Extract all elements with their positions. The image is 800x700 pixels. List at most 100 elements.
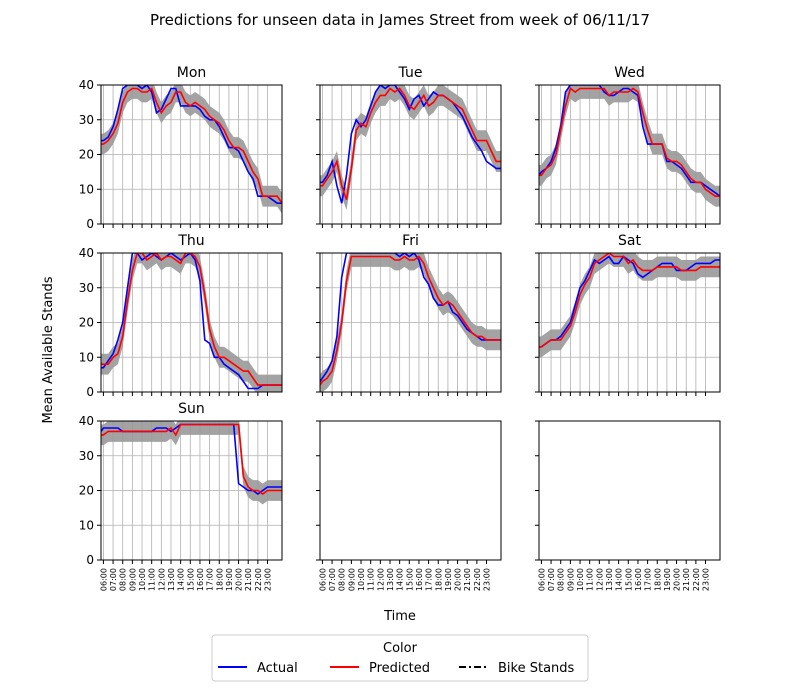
x-tick-label: 20:00 xyxy=(235,568,244,591)
x-tick-label: 15:00 xyxy=(186,568,195,591)
y-tick-label: 0 xyxy=(86,553,94,567)
x-tick-label: 22:00 xyxy=(692,568,701,591)
chart-panels: 0 10 20 30 40 Mon Tue Wed 0 10 20 30 40 Thu Fri Sat 0 10 2… xyxy=(79,65,721,591)
x-tick-label: 13:00 xyxy=(386,568,395,591)
x-tick-label: 10:00 xyxy=(576,568,585,591)
y-tick-label: 40 xyxy=(79,246,94,260)
x-tick-label: 09:00 xyxy=(347,568,356,591)
x-tick-label: 20:00 xyxy=(673,568,682,591)
x-tick-label: 21:00 xyxy=(682,568,691,591)
x-tick-label: 23:00 xyxy=(702,568,711,591)
y-tick-label: 20 xyxy=(79,484,94,498)
panel-tue: Tue xyxy=(316,65,502,228)
legend-entry-predicted: Predicted xyxy=(330,661,430,676)
series-line-predicted xyxy=(539,87,720,197)
x-tick-label: 10:00 xyxy=(138,568,147,591)
y-tick-label: 10 xyxy=(79,518,94,532)
x-tick-label: 23:00 xyxy=(264,568,273,591)
y-tick-label: 20 xyxy=(79,148,94,162)
x-tick-label: 13:00 xyxy=(167,568,176,591)
y-tick-label: 30 xyxy=(79,113,94,127)
prediction-band xyxy=(101,85,282,214)
y-axis-label: Mean Available Stands xyxy=(41,276,56,423)
x-tick-label: 22:00 xyxy=(254,568,263,591)
panel-mon: 0 10 20 30 40 Mon xyxy=(79,65,283,231)
x-tick-label: 16:00 xyxy=(196,568,205,591)
legend-entry-bike-stands: Bike Stands xyxy=(459,661,575,676)
x-tick-label: 17:00 xyxy=(206,568,215,591)
x-tick-label: 08:00 xyxy=(557,568,566,591)
x-tick-label: 17:00 xyxy=(425,568,434,591)
panel-sat: Sat xyxy=(535,233,721,396)
panel-frame xyxy=(538,420,721,561)
x-tick-label: 07:00 xyxy=(328,568,337,591)
x-tick-label: 21:00 xyxy=(463,568,472,591)
x-tick-label: 14:00 xyxy=(396,568,405,591)
y-tick-label: 0 xyxy=(86,385,94,399)
x-tick-label: 06:00 xyxy=(318,568,327,591)
panel-title: Thu xyxy=(177,233,204,249)
x-tick-label: 23:00 xyxy=(483,568,492,591)
prediction-band xyxy=(539,85,720,207)
legend-label: Predicted xyxy=(369,661,430,676)
legend-entries: Actual Predicted Bike Stands xyxy=(218,661,575,676)
x-tick-label: 15:00 xyxy=(624,568,633,591)
x-tick-label: 18:00 xyxy=(434,568,443,591)
panel-empty-7: 06:00 07:00 08:00 09:00 10:00 11:00 12:00 13:00… xyxy=(316,420,502,591)
y-tick-label: 30 xyxy=(79,449,94,463)
series-line-predicted xyxy=(539,253,720,348)
x-tick-label: 20:00 xyxy=(454,568,463,591)
x-tick-label: 14:00 xyxy=(615,568,624,591)
x-tick-label: 18:00 xyxy=(215,568,224,591)
y-tick-label: 20 xyxy=(79,316,94,330)
x-tick-label: 18:00 xyxy=(653,568,662,591)
x-tick-label: 06:00 xyxy=(537,568,546,591)
x-tick-label: 09:00 xyxy=(566,568,575,591)
panel-fri: Fri xyxy=(316,233,502,396)
x-tick-label: 10:00 xyxy=(357,568,366,591)
x-tick-label: 17:00 xyxy=(644,568,653,591)
y-tick-label: 10 xyxy=(79,182,94,196)
y-tick-label: 40 xyxy=(79,414,94,428)
x-tick-label: 09:00 xyxy=(128,568,137,591)
y-tick-label: 0 xyxy=(86,217,94,231)
x-tick-label: 12:00 xyxy=(376,568,385,591)
panel-frame xyxy=(319,420,502,561)
x-axis-label: Time xyxy=(383,609,416,624)
y-tick-label: 10 xyxy=(79,350,94,364)
x-tick-label: 19:00 xyxy=(444,568,453,591)
x-tick-label: 11:00 xyxy=(367,568,376,591)
x-tick-label: 08:00 xyxy=(338,568,347,591)
legend-entry-actual: Actual xyxy=(218,661,298,676)
panel-empty-8: 06:00 07:00 08:00 09:00 10:00 11:00 12:00 13:00… xyxy=(535,420,721,591)
prediction-band xyxy=(539,253,720,358)
x-tick-label: 07:00 xyxy=(547,568,556,591)
legend-title: Color xyxy=(383,641,418,656)
prediction-band xyxy=(101,253,282,392)
x-tick-label: 16:00 xyxy=(634,568,643,591)
x-tick-label: 07:00 xyxy=(109,568,118,591)
series-line-predicted xyxy=(320,255,501,386)
panel-wed: Wed xyxy=(535,65,721,228)
panel-title: Sat xyxy=(618,233,641,249)
x-tick-label: 21:00 xyxy=(244,568,253,591)
legend-frame xyxy=(211,634,589,682)
series-line-predicted xyxy=(101,423,282,495)
legend-label: Bike Stands xyxy=(498,661,575,676)
panel-title: Sun xyxy=(178,401,205,417)
y-tick-label: 30 xyxy=(79,281,94,295)
chart-title: Predictions for unseen data in James Str… xyxy=(150,11,650,29)
panel-title: Wed xyxy=(614,65,645,81)
x-tick-label: 11:00 xyxy=(148,568,157,591)
series-line-actual xyxy=(539,85,720,197)
x-tick-label: 15:00 xyxy=(405,568,414,591)
series-line-actual xyxy=(539,255,720,348)
prediction-band xyxy=(101,421,282,505)
panel-thu: 0 10 20 30 40 Thu xyxy=(79,233,283,399)
series-line-actual xyxy=(101,253,282,390)
panel-title: Tue xyxy=(398,65,423,81)
legend-label: Actual xyxy=(257,661,298,676)
x-tick-label: 16:00 xyxy=(415,568,424,591)
